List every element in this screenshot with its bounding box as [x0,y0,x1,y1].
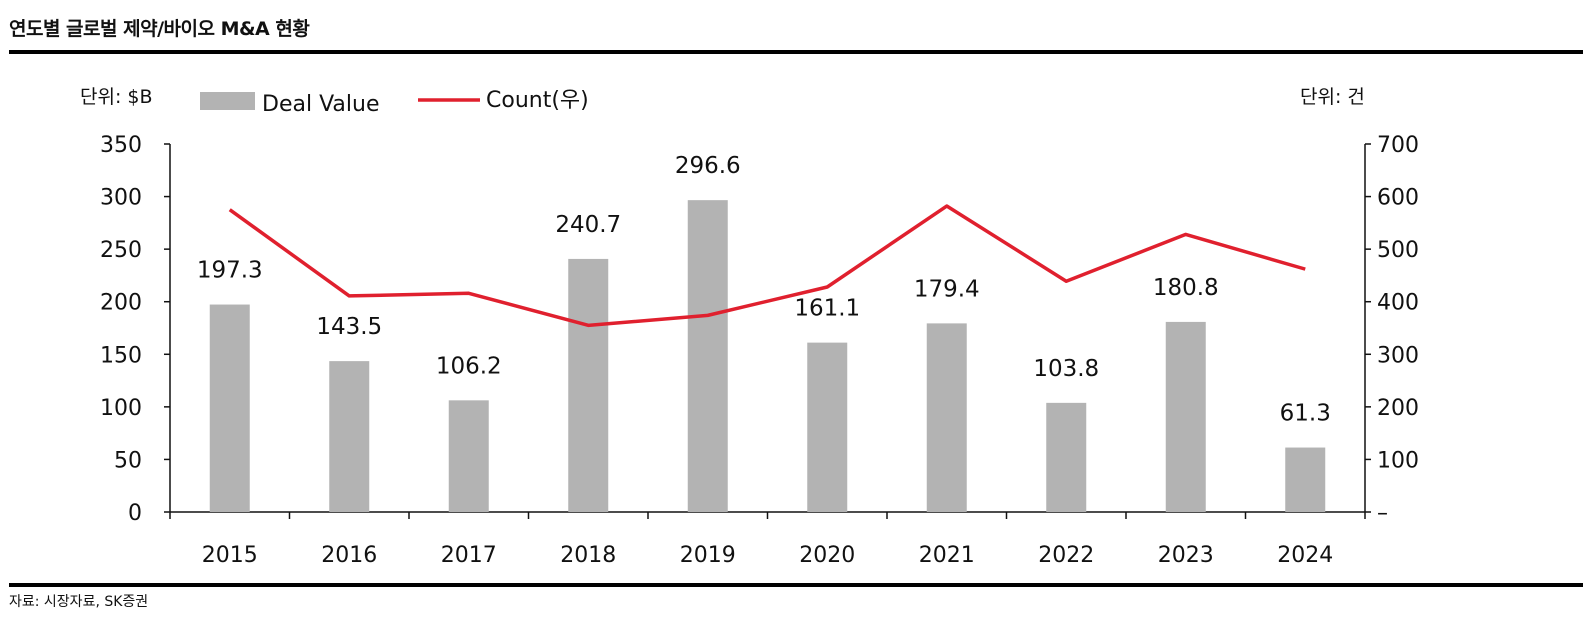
chart-title: 연도별 글로벌 제약/바이오 M&A 현황 [9,18,310,40]
x-tick-label: 2020 [799,543,855,568]
right-tick-label: 200 [1377,396,1419,421]
bar-deal-value [807,342,848,512]
left-tick-label: 200 [100,291,142,316]
bar-data-label: 161.1 [794,296,860,322]
right-tick-label: 400 [1377,291,1419,316]
legend-swatch-deal-value [200,92,255,110]
bar-data-label: 179.4 [914,276,980,302]
x-tick-label: 2015 [202,543,258,568]
x-tick-label: 2016 [321,543,377,568]
x-tick-label: 2023 [1158,543,1214,568]
bar-deal-value [1046,402,1087,512]
bar-deal-value [448,400,489,512]
x-tick-label: 2019 [680,543,736,568]
left-tick-label: 350 [100,133,142,158]
bar-data-label: 106.2 [436,353,502,379]
bar-data-label: 143.5 [316,314,382,340]
left-tick-label: 150 [100,343,142,368]
right-tick-label: 100 [1377,448,1419,473]
x-tick-label: 2022 [1038,543,1094,568]
bar-data-label: 180.8 [1153,275,1219,301]
right-tick-label: 500 [1377,238,1419,263]
left-tick-label: 0 [128,501,142,526]
left-tick-label: 50 [114,448,142,473]
right-tick-label: – [1377,501,1388,526]
bar-data-label: 296.6 [675,153,741,179]
bar-deal-value [568,258,609,512]
left-unit-label: 단위: $B [80,86,153,108]
bar-data-label: 61.3 [1280,401,1331,427]
right-tick-label: 600 [1377,186,1419,211]
bar-deal-value [209,304,250,512]
bar-deal-value [1165,321,1206,512]
bar-deal-value [926,323,967,512]
line-count [228,204,1306,328]
left-tick-label: 300 [100,186,142,211]
bar-data-label: 197.3 [197,258,263,284]
source-note: 자료: 시장자료, SK증권 [9,594,149,610]
x-tick-label: 2021 [919,543,975,568]
left-tick-label: 250 [100,238,142,263]
bar-data-label: 240.7 [555,212,621,238]
x-tick-label: 2024 [1277,543,1333,568]
x-tick-label: 2017 [441,543,497,568]
right-tick-label: 700 [1377,133,1419,158]
right-unit-label: 단위: 건 [1300,86,1365,108]
bar-data-label: 103.8 [1033,356,1099,382]
bar-deal-value [329,361,370,512]
legend-label-count: Count(우) [486,88,589,113]
legend-label-deal-value: Deal Value [262,92,379,117]
x-tick-label: 2018 [560,543,616,568]
bottom-divider [9,583,1583,587]
right-tick-label: 300 [1377,343,1419,368]
top-divider [9,50,1583,54]
bar-deal-value [1285,447,1326,512]
bar-deal-value [687,200,728,512]
left-tick-label: 100 [100,396,142,421]
